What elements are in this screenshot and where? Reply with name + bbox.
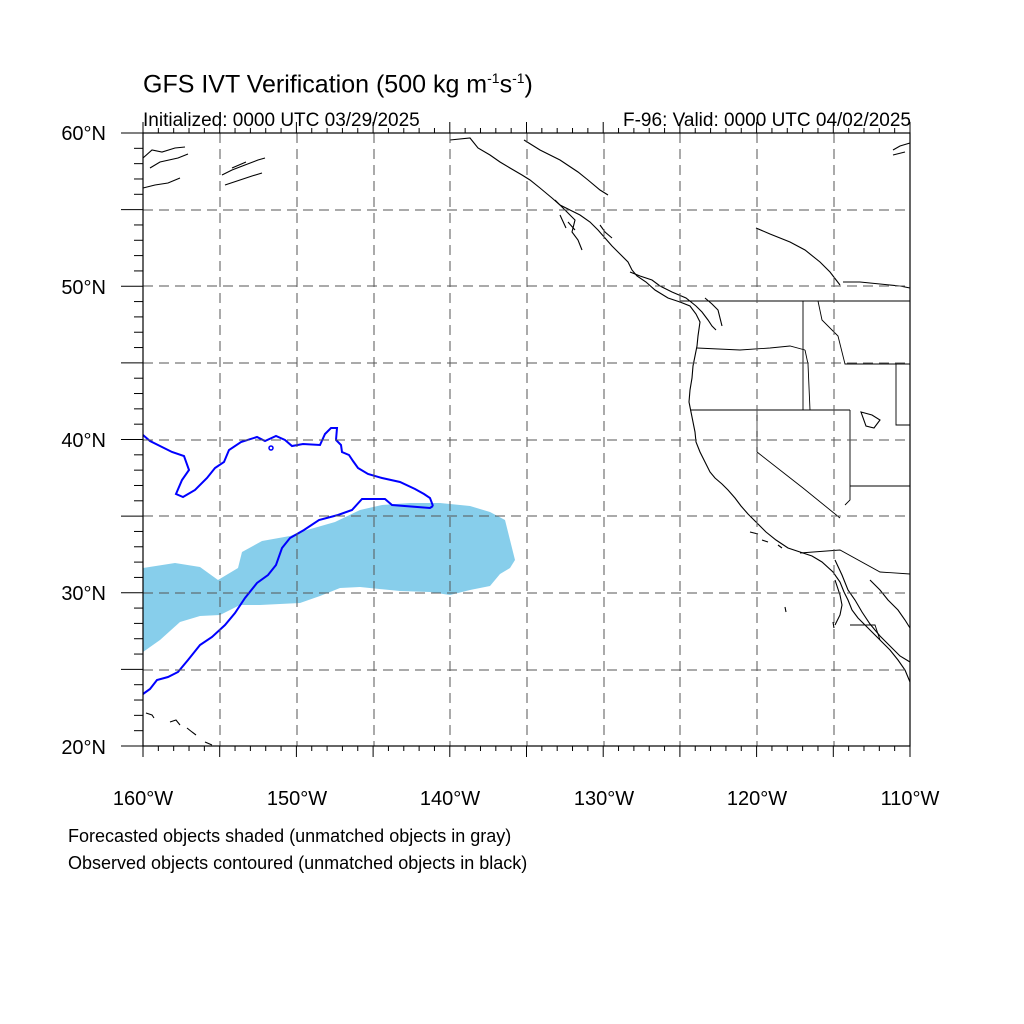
lat-label-20: 20°N [61,737,106,759]
lon-label-130w: 130°W [574,788,634,810]
observed-contour-north [142,427,434,507]
lat-label-40: 40°N [61,430,106,452]
observed-contour-south [142,498,434,695]
valid-time-label: F-96: Valid: 0000 UTC 04/02/2025 [623,110,911,131]
coastlines [142,137,911,746]
lon-label-160w: 160°W [113,788,173,810]
lon-label-110w: 110°W [881,788,940,810]
lat-label-30: 30°N [61,583,106,605]
lat-label-60: 60°N [61,123,106,145]
axis-ticks [121,122,911,757]
lon-label-120w: 120°W [727,788,787,810]
lat-labels: 60°N 50°N 40°N 30°N 20°N [61,123,106,759]
legend-observed-note: Observed objects contoured (unmatched ob… [68,853,528,873]
lon-label-140w: 140°W [420,788,480,810]
observed-contour-islet [268,445,274,451]
initialized-label: Initialized: 0000 UTC 03/29/2025 [143,110,420,131]
forecast-object [143,503,515,652]
gridlines [143,133,910,746]
legend-forecast-note: Forecasted objects shaded (unmatched obj… [68,826,512,846]
lon-label-150w: 150°W [267,788,327,810]
lon-labels: 160°W 150°W 140°W 130°W 120°W 110°W [113,788,940,810]
chart-title: GFS IVT Verification (500 kg m-1s-1) [143,70,533,99]
lat-label-50: 50°N [61,277,106,299]
